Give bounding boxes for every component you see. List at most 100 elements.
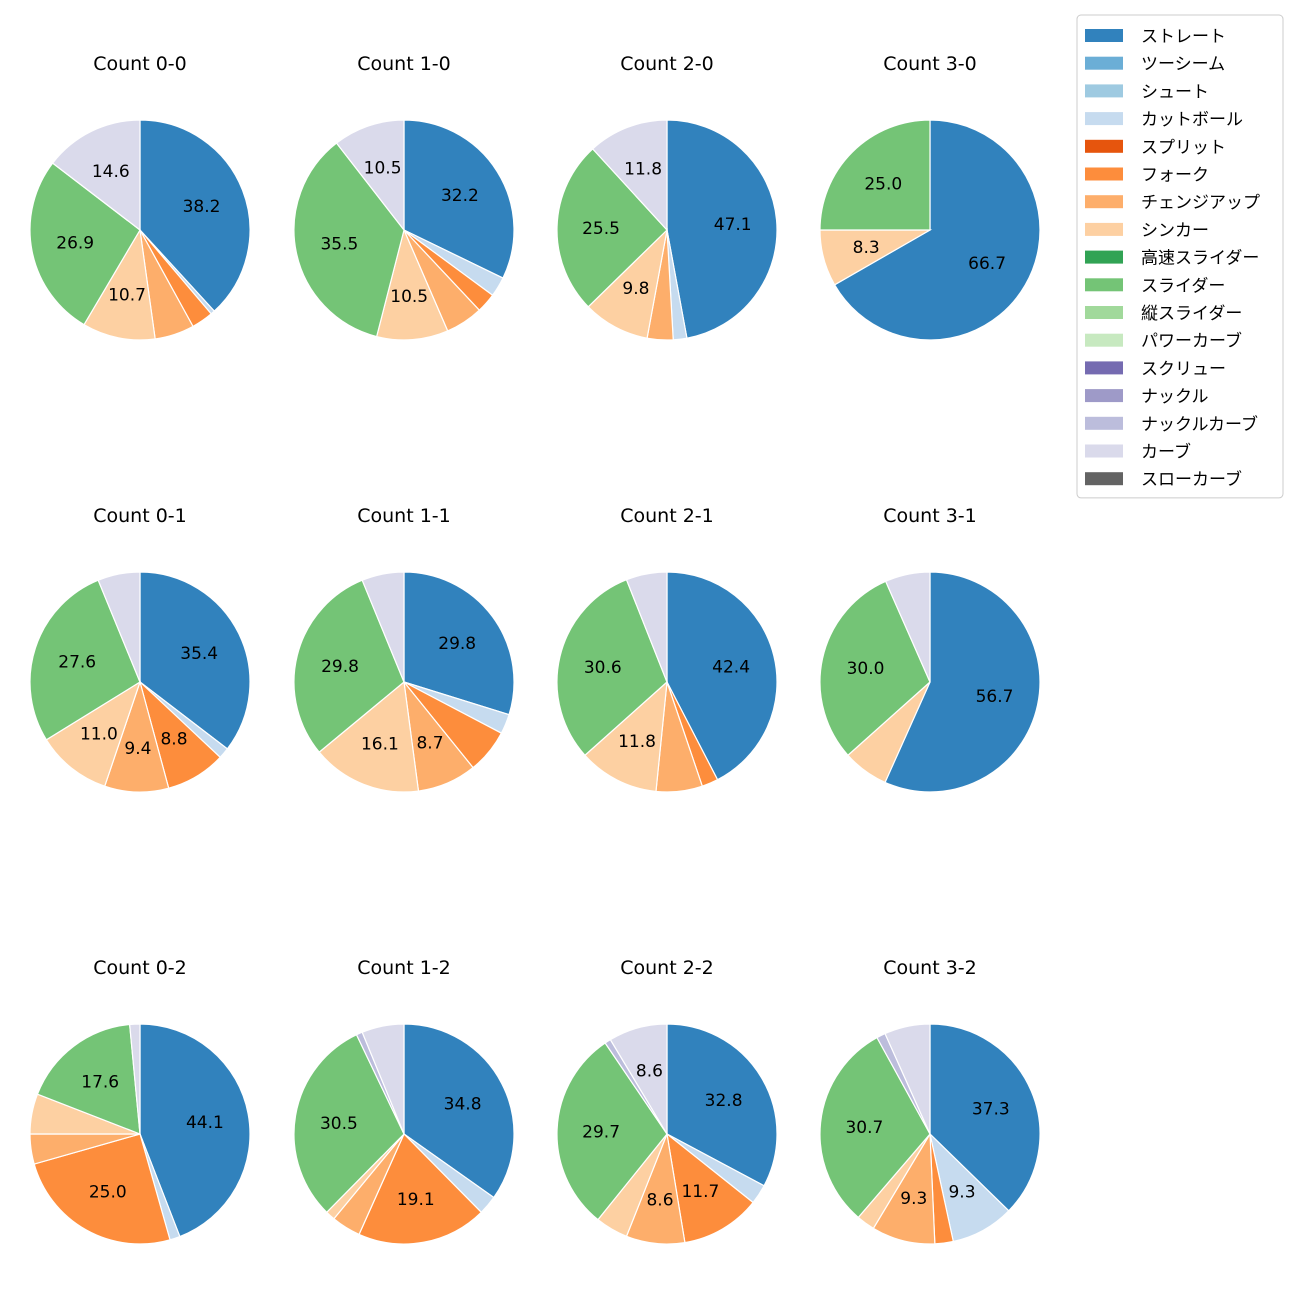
legend-label: スローカーブ	[1141, 469, 1242, 490]
pie-slice-label: 30.0	[847, 659, 885, 679]
pie-chart: Count 0-2 44.1 25.0 17.6	[29, 957, 251, 1245]
pie-slice-label: 10.5	[364, 159, 402, 179]
pie-slice	[33, 1133, 171, 1245]
pie-slice-label: 56.7	[976, 687, 1014, 707]
legend-swatch	[1085, 139, 1123, 153]
legend-label: パワーカーブ	[1141, 331, 1242, 352]
pie-slice	[819, 580, 931, 757]
pie-title: Count 3-0	[883, 53, 977, 75]
pie-slice	[556, 148, 668, 308]
pie-chart: Count 3-1 56.7 30.0	[819, 505, 1041, 793]
pie-slice	[375, 228, 449, 341]
pie-slice	[625, 571, 668, 683]
pie-slice-label: 37.3	[972, 1099, 1010, 1119]
pie-slice-label: 30.7	[845, 1118, 883, 1138]
pie-slice-label: 30.5	[320, 1114, 358, 1134]
legend-swatch	[1085, 444, 1123, 458]
pie-slice	[819, 1036, 931, 1219]
pie-slice-label: 30.6	[584, 658, 622, 678]
pie-slice	[403, 1023, 515, 1199]
pie-slice	[293, 142, 405, 338]
pie-slice	[139, 1023, 251, 1238]
pie-slice-label: 16.1	[361, 734, 399, 754]
pie-slice	[29, 579, 141, 741]
pie-title: Count 1-0	[357, 53, 451, 75]
pie-slice-label: 9.8	[622, 279, 649, 299]
legend-swatch	[1085, 416, 1123, 430]
pie-chart: Count 1-0 32.2 10.5 35.5 10.5	[293, 53, 515, 341]
pie-slice-label: 42.4	[712, 657, 750, 677]
pie-slice	[666, 571, 778, 781]
pie-slice-label: 8.7	[416, 734, 443, 754]
pie-slice	[361, 1023, 405, 1135]
pie-chart: Count 2-1 42.4 11.8 30.6	[556, 505, 778, 793]
pie-chart: Count 3-0 66.7 8.3 25.0	[819, 53, 1041, 341]
pie-slice-label: 19.1	[397, 1190, 435, 1210]
pie-slice-label: 9.3	[900, 1189, 927, 1209]
legend-label: ナックルカーブ	[1141, 414, 1258, 435]
legend-label: チェンジアップ	[1141, 193, 1260, 213]
pie-title: Count 0-1	[93, 505, 187, 527]
legend-swatch	[1085, 333, 1123, 347]
pie-chart: Count 0-0 38.2 10.7 26.9 14.6	[29, 53, 251, 341]
pie-slice-label: 10.7	[108, 286, 146, 306]
pie-slice-label: 8.6	[636, 1061, 663, 1081]
legend-swatch	[1085, 222, 1123, 236]
pie-chart: Count 3-2 37.3 9.3 9.3 30.7	[819, 957, 1041, 1245]
pie-slice-label: 11.7	[681, 1182, 719, 1202]
pie-title: Count 2-2	[620, 957, 714, 979]
pie-slice	[51, 119, 141, 232]
pie-title: Count 2-1	[620, 505, 714, 527]
legend-label: スライダー	[1141, 276, 1225, 296]
pie-slice-label: 66.7	[968, 254, 1006, 274]
legend-label: スクリュー	[1141, 359, 1226, 379]
legend-swatch	[1085, 250, 1123, 264]
legend-label: ツーシーム	[1141, 55, 1225, 75]
pie-slice-label: 10.5	[390, 287, 428, 307]
pie-slice	[609, 1023, 668, 1137]
pie-slice-label: 29.8	[321, 657, 359, 677]
legend-label: スプリット	[1141, 138, 1226, 158]
pie-slice	[293, 1033, 405, 1214]
pie-slice	[819, 119, 931, 231]
legend-label: ストレート	[1141, 27, 1226, 47]
pie-slice	[293, 579, 405, 753]
pie-slice	[929, 1023, 1041, 1212]
pie-slice-label: 25.0	[89, 1183, 127, 1203]
pie-slice	[128, 1023, 141, 1135]
legend-frame	[1076, 14, 1284, 499]
pie-slice	[97, 571, 141, 683]
pie-slice-label: 17.6	[81, 1072, 119, 1092]
pie-slice	[358, 1132, 483, 1245]
pie-chart: Count 0-1 35.4 8.8 9.4 11.0 27.6	[29, 505, 251, 793]
legend-label: シュート	[1141, 82, 1209, 102]
pie-slice-label: 34.8	[444, 1095, 482, 1115]
pie-slice-label: 11.8	[624, 160, 662, 180]
pie-slice	[45, 680, 142, 787]
legend-label: フォーク	[1141, 166, 1209, 186]
pie-slice-label: 8.8	[160, 730, 187, 750]
pie-slice-label: 25.5	[582, 219, 620, 239]
pie-slice-label: 29.7	[582, 1122, 620, 1142]
pie-title: Count 1-1	[357, 505, 451, 527]
legend-swatch	[1085, 472, 1123, 486]
legend-label: 高速スライダー	[1141, 249, 1259, 269]
pie-title: Count 2-0	[620, 53, 714, 75]
pie-slice	[666, 1023, 778, 1187]
pie-slice	[884, 1023, 931, 1135]
pie-slice-label: 8.3	[853, 238, 880, 258]
pie-chart: Count 1-1 29.8 8.7 16.1 29.8	[293, 505, 515, 793]
pie-slice	[666, 119, 778, 339]
legend-swatch	[1085, 389, 1123, 403]
pie-slice-label: 9.3	[948, 1183, 975, 1203]
pie-slice-label: 35.4	[180, 644, 218, 664]
pie-slice	[884, 571, 1041, 793]
pie-title: Count 1-2	[357, 957, 451, 979]
pie-slice	[403, 571, 515, 716]
pie-slice	[666, 1132, 754, 1244]
legend-label: カットボール	[1141, 110, 1243, 130]
pie-slice-label: 27.6	[58, 653, 96, 673]
legend: ストレートツーシームシュートカットボールスプリットフォークチェンジアップシンカー…	[1076, 14, 1284, 499]
pie-slice-label: 14.6	[92, 162, 130, 182]
